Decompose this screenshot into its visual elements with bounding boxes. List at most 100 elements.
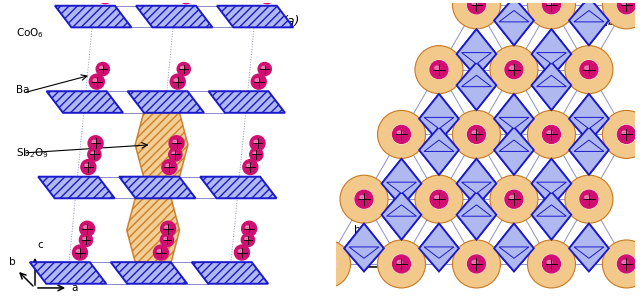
Ellipse shape	[472, 260, 477, 264]
Ellipse shape	[622, 260, 627, 264]
Circle shape	[602, 0, 643, 29]
Circle shape	[168, 148, 182, 161]
Circle shape	[541, 0, 561, 15]
Ellipse shape	[322, 260, 327, 264]
Circle shape	[392, 254, 412, 274]
Circle shape	[415, 46, 463, 94]
Circle shape	[355, 190, 373, 208]
Polygon shape	[419, 127, 459, 175]
Polygon shape	[532, 159, 571, 207]
Ellipse shape	[262, 66, 265, 69]
Circle shape	[392, 255, 410, 273]
Circle shape	[467, 125, 485, 144]
Polygon shape	[494, 127, 534, 175]
Circle shape	[340, 175, 388, 223]
Polygon shape	[46, 91, 123, 113]
Circle shape	[543, 125, 561, 144]
Polygon shape	[30, 262, 106, 284]
Polygon shape	[462, 182, 491, 193]
Polygon shape	[424, 247, 454, 258]
Polygon shape	[344, 224, 384, 271]
Circle shape	[466, 124, 487, 144]
Ellipse shape	[547, 260, 552, 264]
Polygon shape	[574, 10, 604, 22]
Polygon shape	[424, 247, 454, 258]
Polygon shape	[344, 224, 384, 271]
Circle shape	[260, 0, 275, 4]
Ellipse shape	[435, 66, 440, 69]
Circle shape	[170, 74, 185, 89]
Polygon shape	[569, 0, 609, 45]
Polygon shape	[574, 10, 604, 22]
Circle shape	[429, 189, 449, 209]
Circle shape	[579, 60, 599, 80]
Polygon shape	[419, 94, 459, 142]
Text: a: a	[395, 270, 402, 280]
Polygon shape	[419, 127, 459, 175]
Polygon shape	[386, 205, 417, 216]
Circle shape	[466, 254, 487, 274]
Polygon shape	[499, 140, 529, 151]
Polygon shape	[499, 247, 529, 258]
Polygon shape	[424, 118, 454, 129]
Circle shape	[617, 0, 637, 15]
Polygon shape	[532, 29, 571, 77]
Ellipse shape	[397, 260, 402, 264]
Ellipse shape	[181, 66, 185, 69]
Circle shape	[617, 255, 635, 273]
Polygon shape	[217, 6, 293, 27]
Polygon shape	[457, 192, 496, 240]
Polygon shape	[494, 94, 534, 142]
Circle shape	[527, 110, 575, 159]
Polygon shape	[457, 159, 496, 207]
Circle shape	[316, 254, 336, 274]
Polygon shape	[569, 94, 609, 142]
Ellipse shape	[166, 164, 170, 167]
Polygon shape	[457, 159, 496, 207]
Text: CoO$_6$: CoO$_6$	[15, 26, 44, 40]
Text: c: c	[37, 241, 43, 250]
Polygon shape	[38, 177, 114, 198]
Polygon shape	[462, 75, 491, 87]
Circle shape	[377, 240, 426, 288]
Polygon shape	[457, 29, 496, 77]
Polygon shape	[574, 140, 604, 151]
Circle shape	[490, 175, 538, 223]
Polygon shape	[424, 140, 454, 151]
Polygon shape	[532, 192, 571, 240]
Circle shape	[453, 240, 500, 288]
Ellipse shape	[84, 226, 87, 229]
Circle shape	[243, 160, 258, 175]
Circle shape	[504, 189, 524, 209]
Ellipse shape	[359, 196, 365, 199]
Polygon shape	[424, 118, 454, 129]
Text: Sb$_2$O$_9$: Sb$_2$O$_9$	[15, 146, 48, 160]
Ellipse shape	[77, 250, 80, 252]
Polygon shape	[494, 94, 534, 142]
Polygon shape	[200, 177, 276, 198]
Polygon shape	[532, 62, 571, 110]
Polygon shape	[127, 198, 179, 262]
Polygon shape	[569, 224, 609, 271]
Circle shape	[543, 0, 561, 14]
Polygon shape	[574, 247, 604, 258]
Circle shape	[235, 245, 249, 260]
Polygon shape	[536, 182, 566, 193]
Ellipse shape	[172, 152, 176, 155]
Circle shape	[430, 61, 448, 79]
Ellipse shape	[254, 140, 258, 143]
Circle shape	[602, 240, 643, 288]
Ellipse shape	[472, 1, 477, 5]
Circle shape	[179, 0, 194, 4]
Ellipse shape	[547, 1, 552, 5]
Circle shape	[98, 0, 113, 4]
Polygon shape	[135, 113, 188, 177]
Polygon shape	[569, 0, 609, 45]
Polygon shape	[457, 29, 496, 77]
Polygon shape	[574, 140, 604, 151]
Polygon shape	[574, 247, 604, 258]
Text: (a): (a)	[282, 15, 299, 28]
Ellipse shape	[584, 196, 590, 199]
Ellipse shape	[83, 237, 87, 240]
Ellipse shape	[85, 164, 89, 167]
